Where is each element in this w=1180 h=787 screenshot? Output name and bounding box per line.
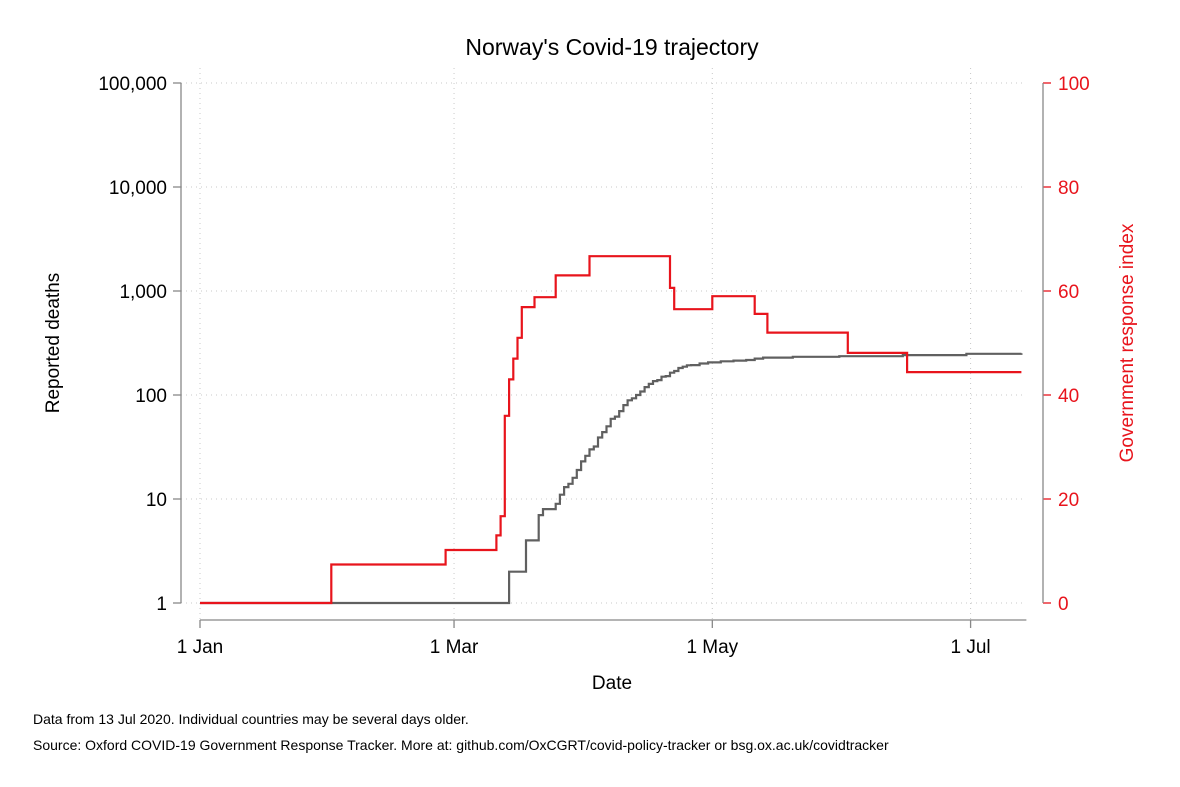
tick-labels: 1 10 100 1,000 10,000 100,000 1 Jan 1 Mar 1 May 1… xyxy=(98,74,1089,658)
x-axis-label: Date xyxy=(592,673,632,694)
x-tick-label: 1 Mar xyxy=(430,637,479,658)
source-note: Source: Oxford COVID-19 Government Respo… xyxy=(33,737,889,753)
y-tick-label: 10,000 xyxy=(109,178,167,199)
y2-axis-label: Government response index xyxy=(1117,223,1138,462)
y-tick-label: 10 xyxy=(146,490,167,511)
y2-tick-label: 80 xyxy=(1058,178,1079,199)
y2-tick-label: 0 xyxy=(1058,594,1069,615)
series-line-deaths xyxy=(200,352,1023,605)
y-axis-label: Reported deaths xyxy=(43,273,64,414)
y-tick-label: 1,000 xyxy=(119,282,167,303)
series-lines xyxy=(200,255,1023,605)
y2-tick-label: 60 xyxy=(1058,282,1079,303)
x-tick-label: 1 Jan xyxy=(177,637,223,658)
series-line-response-index xyxy=(200,255,1022,605)
y-tick-label: 100 xyxy=(135,386,167,407)
y2-tick-label: 40 xyxy=(1058,386,1079,407)
y-tick-label: 1 xyxy=(156,594,167,615)
y2-tick-label: 100 xyxy=(1058,74,1090,95)
y2-tick-label: 20 xyxy=(1058,490,1079,511)
x-tick-label: 1 May xyxy=(686,637,738,658)
data-date-note: Data from 13 Jul 2020. Individual countr… xyxy=(33,711,469,727)
y-tick-label: 100,000 xyxy=(98,74,167,95)
chart-title: Norway's Covid-19 trajectory xyxy=(465,34,759,60)
axes xyxy=(173,82,1051,628)
grid xyxy=(181,68,1025,620)
x-tick-label: 1 Jul xyxy=(951,637,991,658)
